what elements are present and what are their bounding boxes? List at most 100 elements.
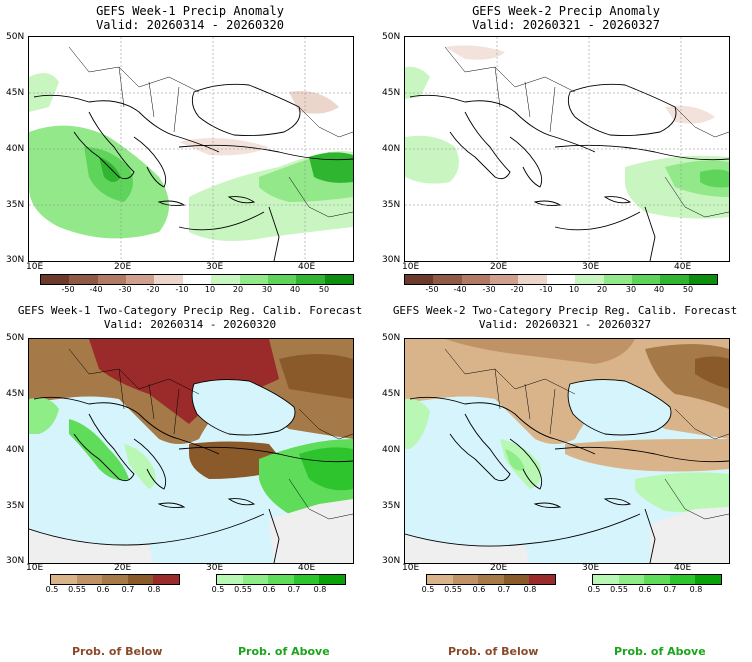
anomaly-colorbar-swatch [433,275,462,284]
coastlines [33,83,353,261]
below-colorbar-swatch [51,575,77,584]
below-area [159,379,204,414]
anomaly-colorbar-swatch [69,275,98,284]
lat-label: 50N [382,333,401,343]
lat-label: 35N [6,501,25,511]
anomaly-area [29,73,59,112]
below-area [695,356,729,389]
below-colorbar-swatch [503,575,530,584]
above-area [405,398,430,449]
lat-label: 45N [6,88,25,98]
black-sea [568,379,671,435]
above-area [69,419,129,481]
anomaly-area [700,169,729,188]
lat-label: 45N [382,88,401,98]
anomaly-area [665,105,715,124]
lon-label: 40E [674,563,692,573]
above-colorbar-swatch [319,575,345,584]
lon-label: 40E [298,262,316,272]
below-colorbar-w1 [50,574,180,585]
below-colorbar-w2 [426,574,556,585]
panel-title-w1-anomaly: GEFS Week-1 Precip Anomaly Valid: 202603… [96,4,284,32]
anomaly-colorbar-swatch [324,275,353,284]
footer-prob-above-w2: Prob. of Above [614,645,706,658]
anomaly-colorbar-swatch [461,275,491,284]
map-w1-prob [28,338,354,564]
lat-label: 50N [6,333,25,343]
below-area [89,339,279,424]
lon-label: 30E [582,262,600,272]
below-colorbar-swatch [153,575,179,584]
below-colorbar-swatch [127,575,154,584]
map-w2-anomaly [404,36,730,262]
anomaly-colorbar-swatch [126,275,155,284]
map-w2-prob [404,338,730,564]
anomaly-colorbar-swatch [518,275,547,284]
lon-label: 10E [402,563,420,573]
anomaly-area [179,138,269,156]
footer-prob-above-w1: Prob. of Above [238,645,330,658]
footer-prob-below-w1: Prob. of Below [72,645,163,658]
lat-label: 30N [382,556,401,566]
below-colorbar-swatch [76,575,103,584]
above-area [635,472,729,513]
lon-label: 30E [206,563,224,573]
lon-label: 40E [298,563,316,573]
below-colorbar-swatch [452,575,479,584]
lon-label: 40E [674,262,692,272]
above-colorbar-swatch [618,575,645,584]
lon-label: 20E [114,262,132,272]
panel-title-w1-prob: GEFS Week-1 Two-Category Precip Reg. Cal… [17,304,363,331]
footer-prob-below-w2: Prob. of Below [448,645,539,658]
lat-label: 30N [6,255,25,265]
lat-label: 50N [382,32,401,42]
above-colorbar-swatch [669,575,696,584]
above-colorbar-swatch [217,575,243,584]
lon-label: 20E [490,563,508,573]
map-w1-anomaly-svg [29,37,353,261]
lat-label: 30N [6,556,25,566]
above-colorbar-w1 [216,574,346,585]
above-colorbar-swatch [695,575,721,584]
above-area [505,449,525,471]
below-colorbar-swatch [529,575,555,584]
anomaly-colorbar-swatch [211,275,240,284]
panel-title-w2-anomaly: GEFS Week-2 Precip Anomaly Valid: 202603… [472,4,660,32]
anomaly-colorbar-swatch [688,275,717,284]
anomaly-colorbar-swatch [239,275,268,284]
lat-label: 45N [382,389,401,399]
lon-label: 30E [582,563,600,573]
below-colorbar-swatch [427,575,453,584]
lon-label: 20E [490,262,508,272]
lon-label: 10E [26,262,44,272]
above-area [299,447,353,491]
anomaly-colorbar-swatch [405,275,434,284]
anomaly-colorbar-swatch [660,275,689,284]
anomaly-colorbar-swatch [182,275,212,284]
anomaly-colorbar-swatch [41,275,70,284]
above-colorbar-swatch [293,575,320,584]
coastlines [405,379,729,563]
lat-label: 35N [6,200,25,210]
anomaly-colorbar-swatch [575,275,604,284]
country-borders [444,348,729,520]
map-w2-anomaly-svg [405,37,729,261]
above-colorbar-swatch [242,575,269,584]
above-colorbar-swatch [644,575,670,584]
below-area [445,339,635,364]
no-data-area [650,507,729,563]
anomaly-colorbar-swatch [97,275,127,284]
above-area [124,444,156,489]
lon-label: 10E [402,262,420,272]
lat-label: 30N [382,255,401,265]
lon-label: 30E [206,262,224,272]
gridlines [405,37,729,261]
above-colorbar-w2 [592,574,722,585]
anomaly-area [405,66,430,99]
anomaly-area [445,45,505,60]
lat-label: 50N [6,32,25,42]
anomaly-colorbar-swatch [296,275,325,284]
anomaly-area [99,157,121,182]
country-borders [68,348,353,520]
map-w2-prob-svg [405,339,729,563]
